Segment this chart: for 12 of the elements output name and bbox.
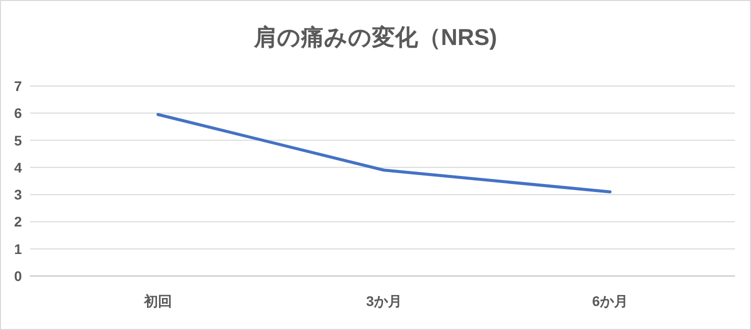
y-tick-label: 4	[14, 159, 22, 176]
y-tick-label: 6	[14, 105, 22, 122]
x-tick-label: 初回	[143, 293, 172, 309]
y-tick-label: 1	[14, 240, 22, 257]
y-tick-label: 7	[14, 78, 22, 94]
y-tick-label: 3	[14, 186, 22, 203]
y-tick-label: 0	[14, 268, 22, 284]
y-tick-label: 2	[14, 214, 22, 230]
y-tick-label: 5	[14, 132, 22, 148]
x-tick-label: 3か月	[366, 293, 402, 309]
chart-title: 肩の痛みの変化（NRS)	[252, 24, 498, 50]
x-tick-label: 6か月	[592, 293, 628, 309]
